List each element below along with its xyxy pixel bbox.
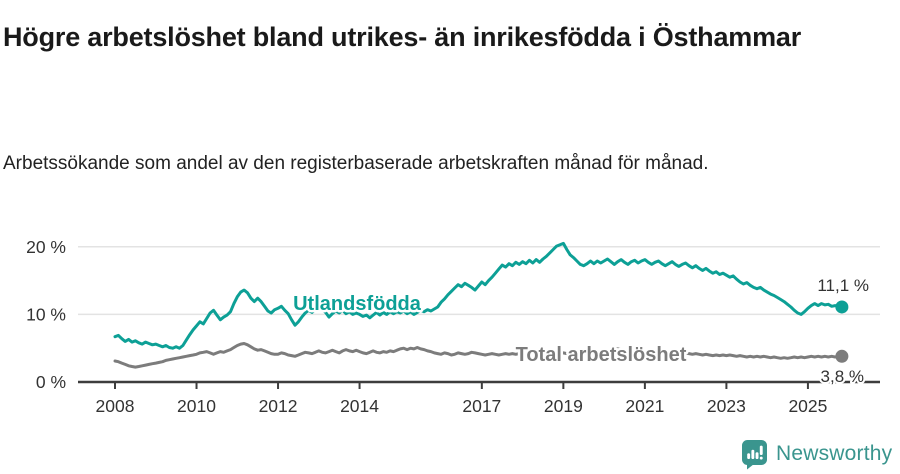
page-title: Högre arbetslöshet bland utrikes- än inr… xyxy=(3,22,801,53)
newsworthy-logo[interactable]: Newsworthy xyxy=(741,438,892,470)
x-tick-label: 2023 xyxy=(707,396,746,416)
x-tick-label: 2012 xyxy=(259,396,298,416)
chart-subtitle: Arbetssökande som andel av den registerb… xyxy=(3,153,709,174)
y-tick-label: 20 % xyxy=(26,237,66,257)
end-dot-total xyxy=(835,349,849,363)
newsworthy-icon xyxy=(741,439,768,470)
y-tick-label: 0 % xyxy=(36,372,66,392)
chart-canvas: 0 % 10 % 20 % 2008 2010 2012 2014 2017 2019 2021 2… xyxy=(26,237,880,416)
end-value-label-utlandsfodda: 11,1 % xyxy=(817,276,869,295)
x-tick-label: 2025 xyxy=(788,396,827,416)
line-chart: 0 % 10 % 20 % 2008 2010 2012 2014 2017 2019 2021 2… xyxy=(0,225,900,430)
end-value-label-total: 3,8 % xyxy=(821,367,864,386)
x-tick-label: 2019 xyxy=(544,396,583,416)
x-tick-label: 2014 xyxy=(340,396,379,416)
y-tick-label: 10 % xyxy=(26,304,66,324)
newsworthy-wordmark: Newsworthy xyxy=(776,442,893,465)
x-tick-label: 2021 xyxy=(625,396,664,416)
x-tick-label: 2008 xyxy=(96,396,135,416)
end-dot-utlandsfodda xyxy=(835,300,849,314)
series-line-utlandsfodda xyxy=(113,241,844,350)
x-tick-label: 2017 xyxy=(462,396,501,416)
series-label-total: Total arbetslöshet xyxy=(516,344,687,366)
x-tick-label: 2010 xyxy=(177,396,216,416)
series-line-total xyxy=(113,342,844,369)
series-label-utlandsfodda: Utlandsfödda xyxy=(293,293,422,315)
